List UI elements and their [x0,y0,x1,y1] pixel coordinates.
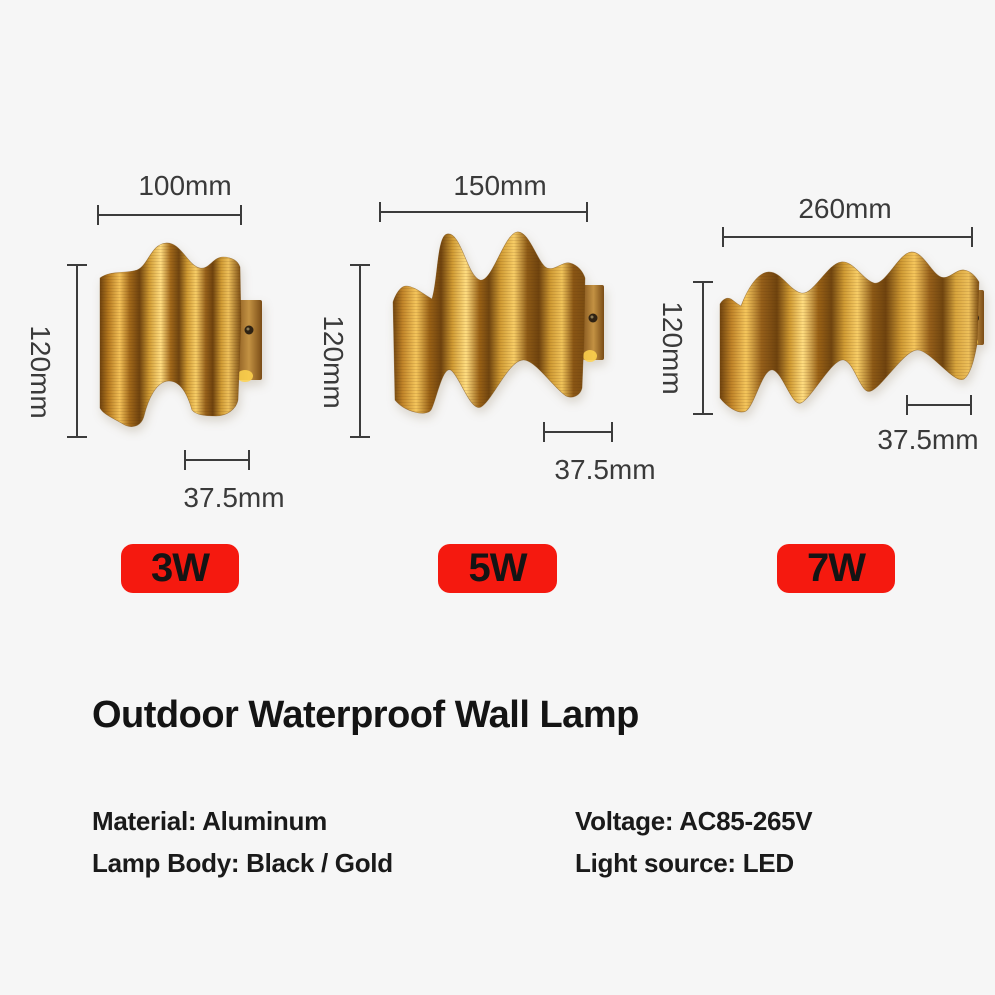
wattage-badge-7w: 7W [777,544,895,593]
width-dimension-line [722,227,973,247]
depth-dimension-line [906,395,972,415]
spec-lamp-body: Lamp Body: Black / Gold [92,848,393,878]
width-dimension-label: 260mm [798,193,892,224]
mount-plate [236,300,262,382]
height-dimension-label: 120mm [25,325,56,419]
depth-dimension-line [543,422,613,442]
height-dimension-label: 120mm [657,301,688,395]
lamp-image-3w [99,242,262,428]
wattage-badge-3w: 3W [121,544,239,593]
mount-plate [583,285,604,362]
spec-material: Material: Aluminum [92,806,327,836]
depth-dimension-label: 37.5mm [554,454,656,485]
depth-dimension-line [184,450,250,470]
depth-dimension-label: 37.5mm [183,482,285,513]
depth-dimension-label: 37.5mm [877,424,979,455]
height-dimension-line [67,264,87,438]
led-glow [237,370,253,382]
height-dimension-line [350,264,370,438]
width-dimension-line [97,205,242,225]
spec-light-source: Light source: LED [575,848,794,878]
width-dimension-line [379,202,588,222]
width-dimension-label: 100mm [138,170,232,201]
lamp-image-5w [392,231,604,414]
product-title: Outdoor Waterproof Wall Lamp [92,694,639,736]
width-dimension-label: 150mm [453,170,547,201]
height-dimension-line [693,281,713,415]
led-glow [583,350,597,362]
spec-voltage: Voltage: AC85-265V [575,806,813,836]
wattage-badge-5w: 5W [438,544,557,593]
lamp-image-7w [719,251,984,413]
height-dimension-label: 120mm [318,315,349,409]
